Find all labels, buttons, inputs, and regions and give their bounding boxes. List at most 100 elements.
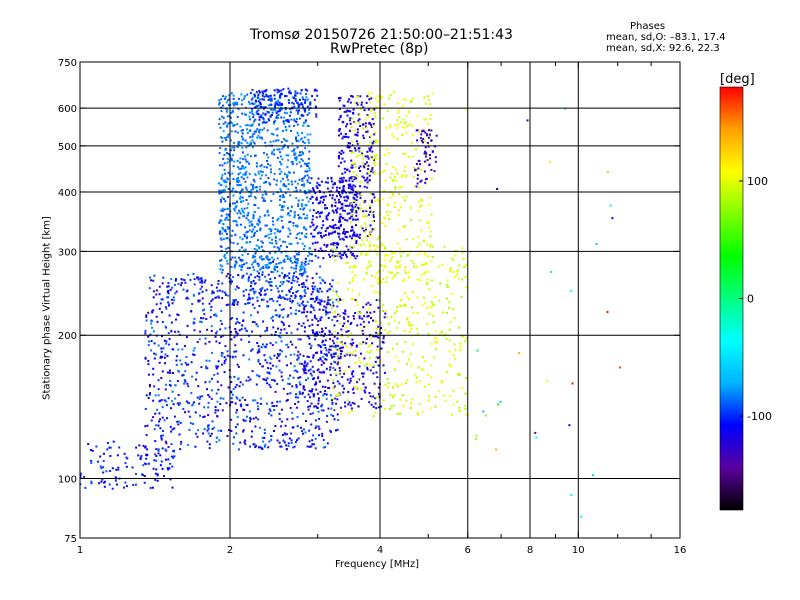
data-point	[356, 304, 359, 307]
data-point	[254, 252, 257, 255]
data-point	[277, 113, 280, 116]
data-point	[157, 449, 160, 452]
data-point	[418, 242, 421, 245]
data-point	[251, 185, 254, 188]
data-point	[149, 383, 151, 386]
data-point	[240, 176, 243, 179]
data-point	[429, 103, 432, 106]
data-point	[291, 385, 294, 388]
data-point	[280, 251, 283, 254]
data-point	[349, 145, 351, 148]
data-point	[204, 381, 207, 384]
data-point	[365, 130, 368, 133]
data-point	[367, 108, 370, 111]
data-point	[361, 239, 364, 242]
data-point	[377, 94, 380, 97]
data-point	[384, 247, 387, 250]
data-point	[366, 95, 369, 98]
data-point	[426, 323, 429, 326]
data-point	[340, 223, 343, 226]
data-point	[344, 235, 347, 238]
data-point	[288, 290, 291, 293]
data-point	[247, 212, 250, 214]
data-point	[218, 99, 221, 102]
data-point	[360, 193, 362, 196]
data-point	[308, 324, 311, 327]
data-point	[273, 94, 276, 97]
data-point	[207, 394, 210, 396]
data-point	[428, 312, 431, 315]
data-point	[352, 392, 355, 394]
data-point	[369, 135, 372, 138]
data-point	[290, 266, 293, 269]
data-point	[431, 177, 433, 180]
data-point	[339, 225, 342, 228]
data-point	[155, 293, 158, 296]
data-point	[233, 264, 236, 267]
data-point	[228, 429, 230, 431]
data-point	[356, 131, 359, 134]
data-point	[289, 260, 292, 263]
data-point	[269, 183, 272, 186]
data-point	[211, 290, 214, 293]
data-point	[293, 105, 296, 108]
data-point	[230, 338, 233, 341]
data-point	[245, 241, 248, 244]
data-point	[363, 166, 366, 169]
data-point	[356, 233, 359, 236]
data-point	[107, 442, 109, 444]
data-point	[344, 133, 347, 135]
data-point	[197, 429, 200, 432]
data-point	[346, 261, 349, 264]
data-point	[404, 303, 406, 306]
data-point	[138, 444, 141, 447]
data-point	[332, 301, 334, 304]
data-point	[152, 296, 155, 299]
data-point	[302, 159, 304, 162]
data-point	[335, 227, 338, 229]
data-point	[330, 303, 333, 306]
data-point	[239, 161, 242, 164]
data-point	[289, 362, 292, 365]
data-point	[463, 266, 466, 268]
data-point	[340, 335, 343, 338]
data-point	[265, 379, 268, 382]
data-point	[145, 434, 148, 437]
data-point	[387, 382, 390, 385]
data-point	[318, 202, 321, 204]
data-point	[152, 486, 154, 489]
data-point	[187, 401, 189, 404]
data-point	[244, 419, 247, 422]
data-point	[382, 341, 385, 344]
data-point	[174, 330, 177, 333]
data-point	[267, 163, 269, 166]
data-point	[227, 226, 230, 229]
data-point	[230, 265, 233, 268]
data-point	[302, 387, 305, 390]
data-point	[299, 267, 302, 270]
data-point	[162, 276, 165, 279]
data-point	[293, 272, 296, 275]
data-point	[154, 412, 157, 415]
data-point	[366, 311, 369, 314]
data-point	[309, 190, 312, 193]
data-point	[268, 261, 271, 264]
data-point	[429, 306, 432, 309]
data-point	[156, 479, 159, 482]
data-point	[269, 164, 272, 167]
data-point	[251, 297, 254, 300]
data-point	[158, 307, 161, 310]
data-point	[465, 286, 467, 289]
data-point	[345, 191, 348, 194]
data-point	[591, 474, 594, 477]
data-point	[97, 460, 99, 463]
data-point	[334, 205, 337, 207]
data-point	[305, 93, 308, 96]
data-point	[222, 95, 224, 98]
data-point	[344, 218, 347, 221]
data-point	[303, 108, 306, 111]
data-point	[221, 115, 223, 118]
data-point	[267, 273, 270, 276]
data-point	[265, 174, 268, 177]
data-point	[235, 350, 238, 353]
